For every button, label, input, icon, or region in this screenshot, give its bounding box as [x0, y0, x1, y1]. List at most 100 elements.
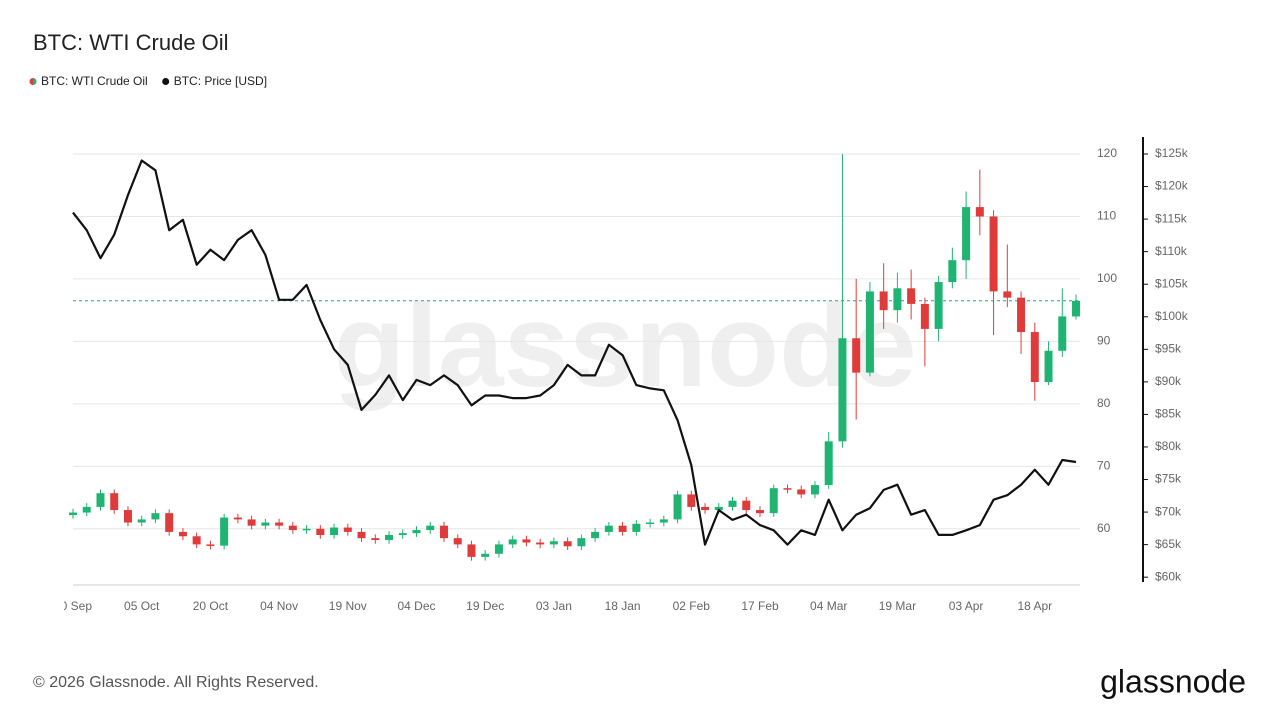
candle-body: [330, 527, 339, 536]
x-tick-label: 17 Feb: [741, 599, 779, 613]
x-tick-label: 03 Jan: [536, 599, 572, 613]
y2-tick-label: $115k: [1155, 211, 1188, 225]
candle-body: [563, 541, 572, 547]
x-tick-label: 04 Mar: [810, 599, 847, 613]
y2-tick-label: $100k: [1155, 309, 1189, 323]
candle-body: [371, 538, 380, 541]
candle-body: [494, 544, 503, 554]
price-line: [72, 159, 1077, 546]
x-tick-label: 02 Feb: [673, 599, 711, 613]
candle-body: [632, 523, 641, 532]
candle-body: [467, 544, 476, 557]
candle-body: [206, 544, 215, 546]
candle-body: [1072, 300, 1081, 317]
candle-body: [659, 519, 668, 523]
y-tick-label: 60: [1097, 521, 1111, 535]
y2-tick-label: $80k: [1155, 439, 1182, 453]
candle-body: [810, 485, 819, 495]
candle-body: [962, 207, 971, 261]
candle-body: [123, 510, 132, 523]
candle-body: [604, 525, 613, 532]
candle-body: [879, 291, 888, 311]
candle-body: [178, 531, 187, 537]
candle-body: [398, 533, 407, 536]
x-tick-label: 19 Nov: [329, 599, 367, 613]
legend-marker: [33, 78, 37, 85]
candle-body: [549, 541, 558, 545]
candle-body: [728, 500, 737, 507]
x-tick-label: 20 Sep: [54, 599, 92, 613]
candle-body: [1017, 297, 1026, 333]
y-tick-label: 80: [1097, 396, 1111, 410]
candle-body: [618, 525, 627, 532]
y2-tick-label: $90k: [1155, 374, 1182, 388]
legend-marker: [29, 78, 33, 85]
y2-tick-label: $105k: [1155, 276, 1189, 290]
candle-body: [989, 216, 998, 292]
candle-body: [1044, 350, 1053, 382]
candle-body: [426, 525, 435, 531]
y2-tick-label: $125k: [1155, 146, 1189, 160]
x-tick-label: 03 Apr: [949, 599, 984, 613]
legend-label: BTC: WTI Crude Oil: [41, 74, 148, 88]
candle-body: [192, 536, 201, 545]
candle-body: [261, 522, 270, 526]
candle-body: [797, 489, 806, 495]
y2-tick-label: $70k: [1155, 504, 1182, 518]
candle-body: [481, 553, 490, 557]
candle-body: [69, 512, 77, 516]
candle-body: [165, 513, 174, 532]
candle-body: [1030, 332, 1039, 382]
x-tick-label: 04 Nov: [260, 599, 298, 613]
candle-body: [247, 519, 256, 526]
candle-body: [151, 513, 160, 520]
y-tick-label: 120: [1097, 146, 1117, 160]
candle-body: [591, 531, 600, 539]
footer: © 2026 Glassnode. All Rights Reserved.: [33, 674, 319, 691]
brand-logo: glassnode: [1100, 663, 1246, 699]
x-tick-label: 05 Oct: [124, 599, 160, 613]
candle-body: [343, 527, 352, 532]
candle-body: [96, 493, 105, 507]
candle-body: [522, 539, 531, 543]
candle-body: [714, 506, 723, 511]
candle-body: [769, 488, 778, 514]
candle-body: [577, 538, 586, 547]
candle-body: [975, 207, 984, 217]
legend-marker: [162, 78, 170, 85]
x-tick-label: 04 Dec: [397, 599, 435, 613]
candle-body: [824, 441, 833, 486]
candle-body: [756, 510, 764, 514]
candle-body: [920, 303, 929, 329]
candle-body: [412, 530, 421, 534]
candle-body: [82, 506, 91, 513]
y2-tick-label: $65k: [1155, 537, 1182, 551]
y2-tick-label: $60k: [1155, 569, 1182, 583]
candle-body: [1058, 316, 1067, 351]
candle-body: [687, 494, 696, 507]
candle-body: [508, 539, 517, 545]
candle-body: [385, 535, 394, 541]
candle-body: [948, 260, 957, 283]
chart-title: BTC: WTI Crude Oil: [33, 30, 229, 55]
y2-tick-label: $75k: [1155, 472, 1182, 486]
candle-body: [838, 338, 847, 442]
y2-tick-label: $85k: [1155, 407, 1182, 421]
candle-body: [233, 517, 242, 520]
candle-body: [934, 282, 943, 329]
x-ticks: 20 Sep 05 Oct 20 Oct 04 Nov 19 Nov 04 Dec 19 D…: [54, 599, 1052, 613]
candle-body: [453, 538, 462, 545]
x-tick-label: 18 Apr: [1017, 599, 1052, 613]
y2-tick-label: $95k: [1155, 341, 1182, 355]
candle-body: [742, 500, 751, 511]
y-tick-label: 100: [1097, 271, 1117, 285]
candle-body: [110, 493, 119, 511]
candle-body: [137, 519, 146, 523]
candle-body: [536, 542, 545, 545]
candle-body: [783, 488, 792, 490]
x-tick-label: 20 Oct: [193, 599, 229, 613]
candle-body: [288, 525, 297, 531]
candle-body: [893, 288, 902, 311]
candle-body: [302, 528, 311, 531]
